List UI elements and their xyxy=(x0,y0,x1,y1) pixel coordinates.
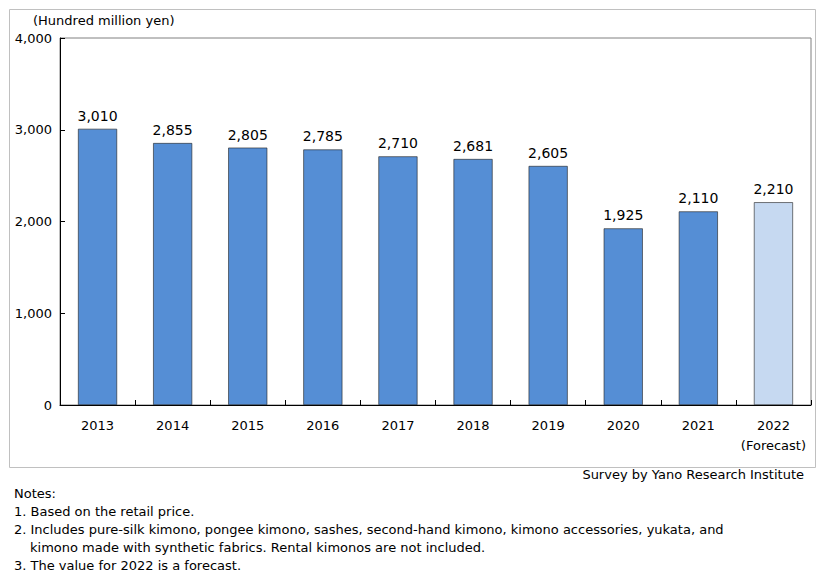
svg-text:Notes:: Notes: xyxy=(14,486,56,501)
svg-text:2019: 2019 xyxy=(532,418,565,433)
svg-text:2,605: 2,605 xyxy=(528,145,568,161)
svg-text:2,000: 2,000 xyxy=(15,214,52,229)
svg-text:2,681: 2,681 xyxy=(453,138,493,154)
svg-text:1,000: 1,000 xyxy=(15,306,52,321)
svg-text:2017: 2017 xyxy=(381,418,414,433)
svg-text:2015: 2015 xyxy=(231,418,264,433)
svg-text:2018: 2018 xyxy=(457,418,490,433)
svg-text:2,805: 2,805 xyxy=(228,127,268,143)
svg-text:2022: 2022 xyxy=(757,418,790,433)
svg-text:2,855: 2,855 xyxy=(153,122,193,138)
svg-text:(Forecast): (Forecast) xyxy=(741,438,806,453)
svg-text:3,010: 3,010 xyxy=(78,108,118,124)
svg-text:2,210: 2,210 xyxy=(753,181,793,197)
svg-text:1. Based on the retail price.: 1. Based on the retail price. xyxy=(14,504,194,519)
svg-text:kimono made with synthetic fab: kimono made with synthetic fabrics. Rent… xyxy=(30,540,485,555)
svg-text:1,925: 1,925 xyxy=(603,207,643,223)
svg-text:2021: 2021 xyxy=(682,418,715,433)
svg-text:2013: 2013 xyxy=(81,418,114,433)
svg-text:2,110: 2,110 xyxy=(678,190,718,206)
svg-text:4,000: 4,000 xyxy=(15,31,52,46)
svg-text:0: 0 xyxy=(44,398,52,413)
svg-text:2,710: 2,710 xyxy=(378,135,418,151)
svg-text:2020: 2020 xyxy=(607,418,640,433)
svg-text:3. The value for 2022 is a for: 3. The value for 2022 is a forecast. xyxy=(14,558,241,573)
svg-text:3,000: 3,000 xyxy=(15,122,52,137)
svg-text:2014: 2014 xyxy=(156,418,189,433)
svg-text:2. Includes pure-silk kimono,: 2. Includes pure-silk kimono, pongee kim… xyxy=(14,522,724,537)
svg-text:Survey by Yano Research Instit: Survey by Yano Research Institute xyxy=(582,467,804,482)
svg-text:2016: 2016 xyxy=(306,418,339,433)
svg-text:(Hundred million yen): (Hundred million yen) xyxy=(33,13,174,28)
svg-text:2,785: 2,785 xyxy=(303,128,343,144)
